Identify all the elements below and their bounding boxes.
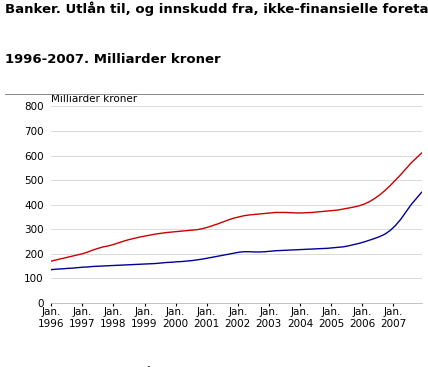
- Text: 1996-2007. Milliarder kroner: 1996-2007. Milliarder kroner: [5, 53, 221, 66]
- Utlån til foretak: [283, 210, 288, 215]
- Utlån til foretak: [137, 235, 143, 239]
- Innskudd fra foretak: [49, 268, 54, 272]
- Utlån til foretak: [419, 151, 424, 155]
- Innskudd fra foretak: [174, 259, 179, 264]
- Innskudd fra foretak: [257, 250, 262, 254]
- Innskudd fra foretak: [419, 190, 424, 195]
- Utlån til foretak: [49, 259, 54, 263]
- Legend: Utlån til foretak, Innskudd fra foretak: Utlån til foretak, Innskudd fra foretak: [92, 363, 381, 367]
- Utlån til foretak: [174, 229, 179, 234]
- Utlån til foretak: [299, 211, 304, 215]
- Innskudd fra foretak: [137, 262, 143, 266]
- Text: Milliarder kroner: Milliarder kroner: [51, 94, 137, 105]
- Line: Innskudd fra foretak: Innskudd fra foretak: [51, 192, 422, 270]
- Text: Banker. Utlån til, og innskudd fra, ikke-finansielle foretak.: Banker. Utlån til, og innskudd fra, ikke…: [5, 2, 428, 17]
- Innskudd fra foretak: [101, 264, 106, 268]
- Utlån til foretak: [257, 212, 262, 216]
- Utlån til foretak: [101, 245, 106, 249]
- Innskudd fra foretak: [283, 248, 288, 252]
- Innskudd fra foretak: [299, 247, 304, 252]
- Line: Utlån til foretak: Utlån til foretak: [51, 153, 422, 261]
